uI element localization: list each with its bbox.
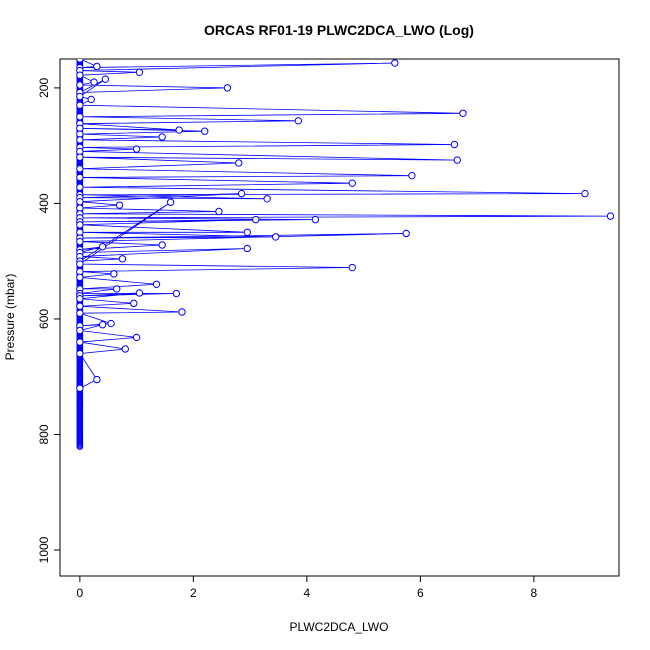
data-point [76, 273, 84, 282]
data-point [223, 84, 232, 92]
series-line [78, 59, 611, 389]
data-point [152, 280, 161, 288]
data-point [76, 136, 84, 144]
x-tick-label: 4 [304, 586, 311, 600]
data-point [348, 263, 356, 272]
data-point [76, 92, 84, 101]
x-tick-label: 2 [190, 586, 197, 600]
x-axis: 0 2 4 6 8 [77, 575, 538, 600]
data-point [115, 201, 124, 209]
data-point [271, 233, 280, 241]
data-point [135, 68, 144, 76]
data-point [135, 289, 144, 297]
data-point [101, 75, 110, 83]
data-point [118, 255, 127, 263]
data-point [87, 95, 95, 104]
data-point [76, 183, 84, 191]
y-tick-label: 400 [37, 193, 51, 213]
data-point [132, 333, 141, 342]
y-tick-label: 800 [37, 424, 51, 444]
data-point [107, 319, 115, 328]
data-point [76, 349, 84, 358]
y-axis: 200 400 600 800 1000 [37, 78, 61, 563]
data-point [76, 153, 84, 161]
data-point [172, 289, 181, 298]
data-point [178, 308, 186, 316]
x-axis-label: PLWC2DCA_LWO [290, 620, 389, 634]
data-point [76, 101, 84, 109]
data-point [76, 384, 84, 392]
data-point [243, 244, 251, 253]
data-point [408, 171, 416, 180]
data-point [391, 59, 399, 67]
data-point [76, 173, 84, 182]
y-axis-label: Pressure (mbar) [3, 274, 17, 361]
data-point [175, 126, 183, 134]
data-point [158, 133, 166, 141]
data-point [130, 299, 138, 308]
chart-title: ORCAS RF01-19 PLWC2DCA_LWO (Log) [204, 22, 474, 38]
data-point [237, 189, 246, 198]
data-point [76, 237, 84, 246]
data-point [76, 165, 84, 173]
data-point [132, 145, 141, 153]
dense-point [76, 443, 84, 450]
data-point [76, 81, 84, 89]
data-point [76, 113, 84, 121]
data-point [121, 345, 129, 353]
data-point [215, 207, 223, 216]
data-point [158, 241, 166, 249]
data-point [76, 309, 84, 317]
y-tick-label: 200 [37, 78, 51, 98]
data-point [201, 127, 209, 135]
data-point [581, 189, 589, 198]
data-point [243, 228, 251, 236]
data-point [252, 215, 260, 224]
data-point [76, 197, 84, 206]
series-layer [76, 59, 615, 450]
data-point [76, 295, 84, 303]
data-point [348, 179, 356, 187]
data-point [166, 198, 175, 206]
data-point [113, 285, 121, 293]
x-tick-label: 8 [531, 586, 538, 600]
data-point [93, 62, 101, 71]
data-point [76, 59, 84, 63]
data-point [76, 338, 84, 346]
x-tick-label: 6 [417, 586, 424, 600]
data-point [76, 71, 84, 79]
data-point [98, 321, 107, 329]
data-point [98, 243, 107, 251]
data-point [235, 159, 243, 167]
data-point [76, 302, 84, 310]
data-point [263, 195, 271, 203]
data-point [76, 326, 84, 335]
data-point [294, 117, 303, 125]
y-tick-label: 600 [37, 309, 51, 329]
data-point [311, 215, 320, 224]
data-point [453, 156, 461, 164]
y-tick-label: 1000 [37, 536, 51, 563]
data-point [459, 109, 467, 117]
data-point [402, 229, 410, 238]
data-point [76, 221, 84, 229]
data-point [76, 260, 84, 268]
data-point [606, 212, 615, 220]
data-point [110, 270, 118, 278]
data-point [90, 78, 98, 86]
x-tick-label: 0 [77, 586, 84, 600]
data-point [93, 375, 101, 384]
data-point [450, 140, 459, 149]
